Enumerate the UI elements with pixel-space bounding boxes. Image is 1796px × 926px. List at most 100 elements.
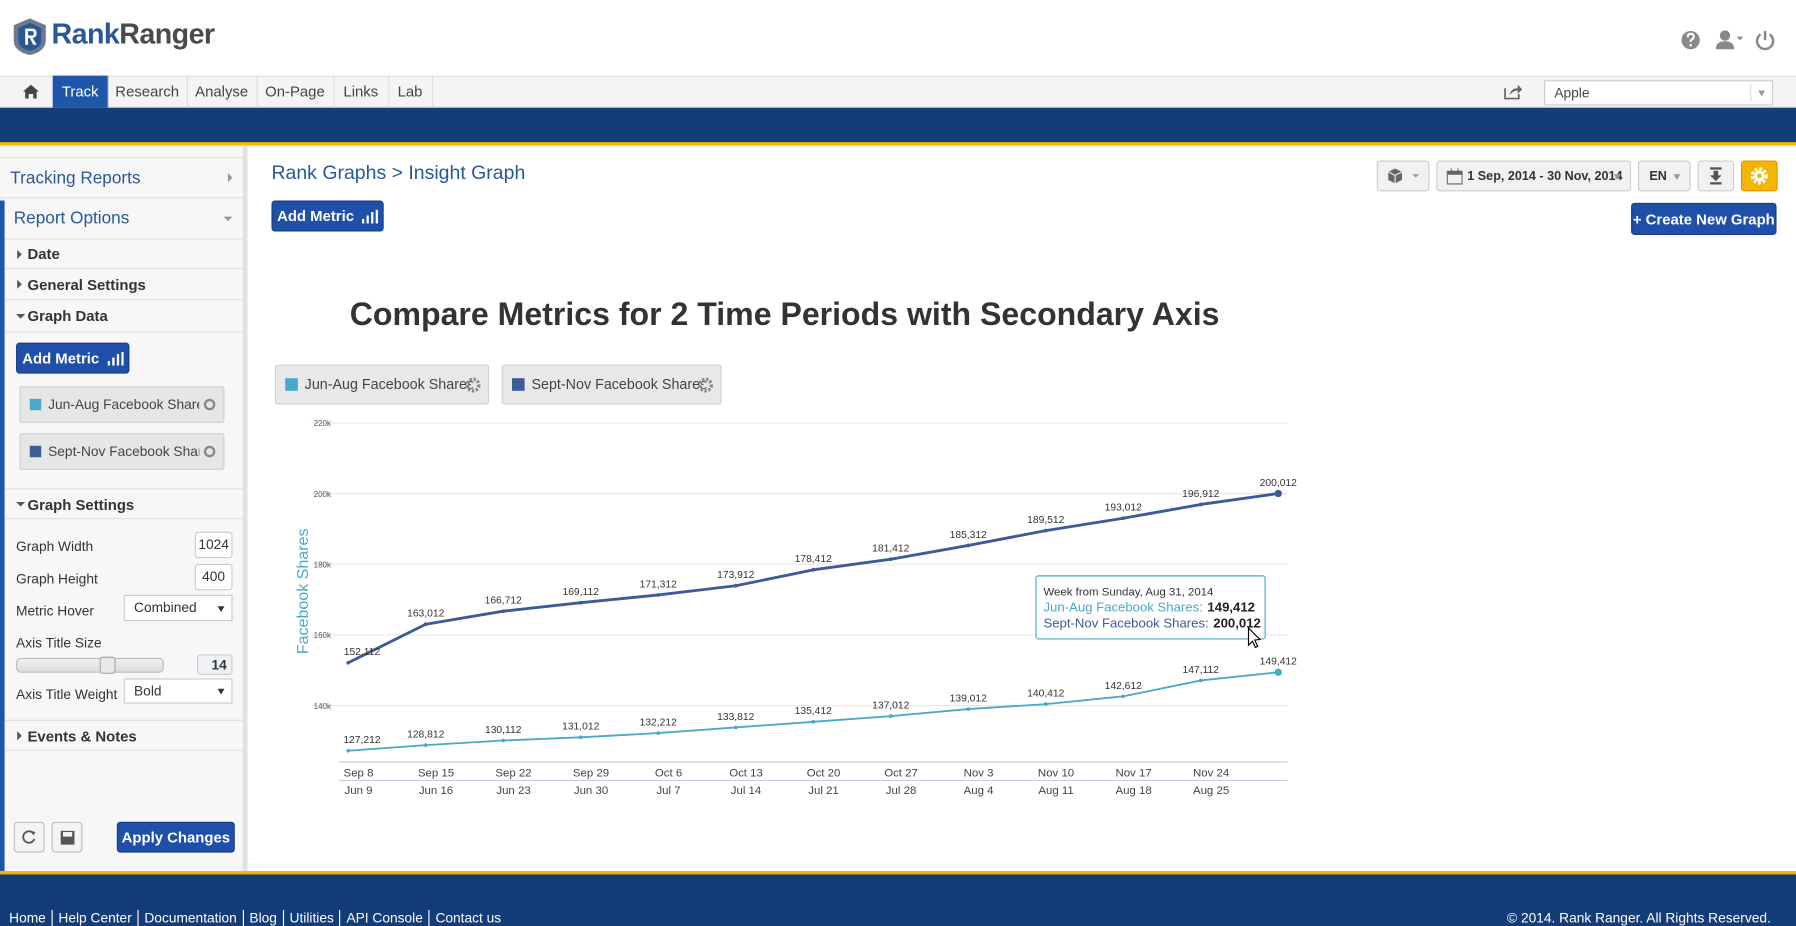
axis-title-size-input[interactable]: 14 <box>197 654 233 676</box>
graph-data-section[interactable]: Graph Data <box>4 300 243 333</box>
data-point[interactable] <box>888 714 893 718</box>
add-metric-button[interactable]: Add Metric <box>16 342 130 374</box>
date-section[interactable]: Date <box>4 240 243 270</box>
data-point[interactable] <box>578 735 583 740</box>
home-tab[interactable] <box>9 76 53 108</box>
x-tick-label-secondary: Jul 28 <box>886 785 917 797</box>
section-label: General Settings <box>27 276 146 294</box>
share-icon[interactable] <box>1503 83 1524 101</box>
create-graph-button[interactable]: + Create New Graph <box>1631 202 1777 235</box>
axis-title-weight-select[interactable]: Bold <box>123 678 233 704</box>
metric-hover-select[interactable]: Combined <box>123 594 233 622</box>
apply-changes-button[interactable]: Apply Changes <box>116 821 235 853</box>
data-point[interactable] <box>578 600 583 605</box>
data-point[interactable] <box>888 557 893 562</box>
graph-settings-section[interactable]: Graph Settings <box>4 488 243 520</box>
data-point[interactable] <box>501 738 506 743</box>
data-point[interactable] <box>1043 528 1048 533</box>
save-button[interactable] <box>51 821 83 853</box>
events-notes-section[interactable]: Events & Notes <box>4 719 243 751</box>
user-icon[interactable] <box>1715 30 1744 50</box>
data-point[interactable] <box>1198 678 1203 683</box>
data-point[interactable] <box>346 748 351 753</box>
settings-button[interactable] <box>1741 160 1778 192</box>
power-icon[interactable] <box>1755 30 1775 51</box>
footer-link[interactable]: Documentation <box>137 909 243 926</box>
nav-tab[interactable]: On-Page <box>257 75 335 108</box>
x-tick-label: Sep 29 <box>573 768 609 780</box>
data-point[interactable] <box>423 622 428 627</box>
project-select[interactable]: Apple <box>1544 80 1774 106</box>
data-point[interactable] <box>966 707 971 711</box>
cube-button[interactable] <box>1376 160 1430 192</box>
footer-link[interactable]: Utilities <box>282 909 340 926</box>
data-point[interactable] <box>656 593 661 597</box>
logo[interactable]: RankRanger <box>52 18 216 51</box>
data-point[interactable] <box>1121 516 1126 521</box>
footer-link[interactable]: Contact us <box>428 909 507 926</box>
nav-tab[interactable]: Lab <box>388 75 433 108</box>
gear-icon-hub <box>470 382 476 388</box>
report-options[interactable]: Report Options <box>4 198 243 240</box>
general-settings-section[interactable]: General Settings <box>4 269 243 301</box>
metric-swatch <box>29 445 42 458</box>
gear-icon[interactable] <box>203 398 216 411</box>
data-point[interactable] <box>966 543 971 548</box>
footer-link[interactable]: API Console <box>339 909 429 926</box>
footer-links: Home Help Center Documentation Blog Utilitie… <box>9 909 507 926</box>
slider-handle[interactable] <box>99 656 116 674</box>
x-tick-label-secondary: Jul 14 <box>731 785 762 797</box>
graph-width-input[interactable]: 1024 <box>194 531 233 559</box>
footer-link[interactable]: Home <box>9 909 46 926</box>
data-point[interactable] <box>501 609 506 614</box>
legend-swatch <box>511 378 525 391</box>
legend-item[interactable] <box>274 364 490 405</box>
data-point[interactable] <box>733 583 738 588</box>
value-label: 127,212 <box>343 735 380 746</box>
data-point[interactable] <box>1274 489 1282 498</box>
data-point[interactable] <box>811 719 816 724</box>
graph-height-input[interactable]: 400 <box>194 563 233 591</box>
nav-tab[interactable]: Analyse <box>187 75 258 108</box>
y-axis-title: Facebook Shares <box>294 529 312 655</box>
data-point[interactable] <box>1274 668 1282 676</box>
field-label: Axis Title Weight <box>16 686 118 703</box>
gear-icon[interactable] <box>698 377 714 393</box>
x-tick-label: Oct 20 <box>807 768 841 780</box>
section-label: Date <box>27 245 60 263</box>
download-button[interactable] <box>1697 160 1735 192</box>
tracking-reports[interactable]: Tracking Reports <box>0 157 243 199</box>
language: EN <box>1649 169 1667 183</box>
gear-icon[interactable] <box>203 445 216 458</box>
reset-button[interactable] <box>13 821 45 853</box>
data-point[interactable] <box>733 725 738 730</box>
footer-link[interactable]: Help Center <box>51 909 138 926</box>
metric-item[interactable]: Sept-Nov Facebook Shares <box>19 433 225 470</box>
data-point[interactable] <box>656 731 661 735</box>
nav-tab[interactable]: Research <box>108 75 188 108</box>
legend-item[interactable] <box>501 364 722 405</box>
footer-link[interactable]: Blog <box>242 909 283 926</box>
axis-title-size-slider[interactable] <box>16 656 164 674</box>
section-label: Graph Settings <box>27 496 135 514</box>
data-point[interactable] <box>1043 702 1048 706</box>
x-tick-label: Sep 8 <box>344 768 374 780</box>
data-point[interactable] <box>346 660 351 665</box>
value-label: 152,112 <box>344 647 381 658</box>
data-point[interactable] <box>423 743 428 747</box>
nav-tab[interactable]: Links <box>333 75 390 108</box>
y-tick-label: 180k <box>314 561 332 570</box>
date-range-picker[interactable]: 1 Sep, 2014 - 30 Nov, 2014 <box>1436 160 1632 192</box>
add-metric-button[interactable]: Add Metric <box>271 200 384 232</box>
data-point[interactable] <box>1198 502 1203 507</box>
x-tick-label: Nov 3 <box>964 768 994 780</box>
language-select[interactable]: EN <box>1637 160 1691 192</box>
data-point[interactable] <box>1121 694 1126 699</box>
gear-icon[interactable] <box>465 377 481 393</box>
metric-item[interactable]: Jun-Aug Facebook Shares <box>19 386 225 423</box>
nav-tab[interactable]: Track <box>52 75 109 108</box>
x-tick-label-secondary: Aug 4 <box>964 785 995 797</box>
report-options-label: Report Options <box>13 208 130 229</box>
data-point[interactable] <box>811 568 816 572</box>
tooltip-label: Jun-Aug Facebook Shares: <box>1043 600 1202 615</box>
